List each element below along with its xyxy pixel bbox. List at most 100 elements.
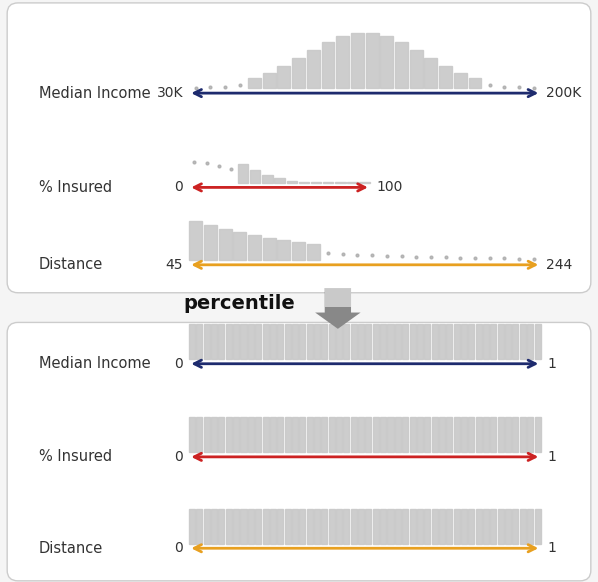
Bar <box>439 417 445 452</box>
Bar <box>483 509 489 544</box>
Bar <box>277 66 291 88</box>
Bar <box>483 324 489 359</box>
Bar <box>226 417 232 452</box>
Bar <box>204 324 210 359</box>
Bar <box>233 324 239 359</box>
FancyBboxPatch shape <box>7 3 591 293</box>
Bar <box>527 509 533 544</box>
Text: % Insured: % Insured <box>39 180 112 195</box>
Bar <box>314 324 320 359</box>
Bar <box>468 417 474 452</box>
Text: 1: 1 <box>547 357 556 371</box>
Bar <box>299 324 306 359</box>
Bar <box>255 324 261 359</box>
Bar <box>454 417 460 452</box>
Bar <box>432 509 438 544</box>
Bar <box>424 417 431 452</box>
Bar <box>535 509 541 544</box>
Bar <box>233 232 246 260</box>
Bar <box>388 509 393 544</box>
Bar <box>461 509 467 544</box>
Bar <box>388 417 393 452</box>
Bar <box>380 36 393 88</box>
Bar <box>358 324 364 359</box>
Bar <box>365 324 371 359</box>
Bar <box>250 170 260 183</box>
Bar <box>395 417 401 452</box>
Bar <box>395 324 401 359</box>
Bar <box>520 324 526 359</box>
Bar <box>498 417 504 452</box>
Bar <box>439 66 452 88</box>
Bar <box>417 417 423 452</box>
Bar <box>262 175 273 183</box>
Bar <box>211 417 217 452</box>
Bar <box>270 509 276 544</box>
Text: 0: 0 <box>173 357 182 371</box>
Bar <box>336 324 342 359</box>
Bar <box>248 235 261 260</box>
Bar <box>461 417 467 452</box>
Bar <box>505 509 511 544</box>
Bar <box>366 33 379 88</box>
Bar <box>424 509 431 544</box>
Bar <box>299 182 309 183</box>
Bar <box>446 509 452 544</box>
Bar <box>424 324 431 359</box>
Bar <box>380 324 386 359</box>
Bar <box>226 509 232 544</box>
Bar <box>299 417 306 452</box>
Bar <box>410 324 416 359</box>
Text: 45: 45 <box>166 258 183 272</box>
Bar <box>475 417 482 452</box>
Bar <box>307 509 313 544</box>
Text: 30K: 30K <box>157 86 183 100</box>
Bar <box>402 509 408 544</box>
Bar <box>359 182 370 183</box>
Bar <box>263 238 276 260</box>
Bar <box>505 417 511 452</box>
Bar <box>446 324 452 359</box>
Bar <box>512 417 518 452</box>
Bar <box>520 417 526 452</box>
Bar <box>321 324 327 359</box>
Bar <box>274 179 285 183</box>
Bar <box>204 417 210 452</box>
Text: 1: 1 <box>547 450 556 464</box>
Bar <box>189 221 202 260</box>
Bar <box>512 324 518 359</box>
Bar <box>307 417 313 452</box>
Bar <box>365 417 371 452</box>
Bar <box>255 417 261 452</box>
Bar <box>204 509 210 544</box>
Bar <box>351 509 357 544</box>
Bar <box>439 324 445 359</box>
Bar <box>432 417 438 452</box>
Bar <box>439 509 445 544</box>
Bar <box>263 509 269 544</box>
Text: % Insured: % Insured <box>39 449 112 464</box>
Bar <box>410 49 423 88</box>
Bar <box>343 509 349 544</box>
Bar <box>277 240 291 260</box>
Bar <box>373 509 379 544</box>
Bar <box>454 324 460 359</box>
Bar <box>307 49 320 88</box>
Bar <box>189 509 195 544</box>
Bar <box>255 509 261 544</box>
Bar <box>347 182 358 183</box>
Bar <box>277 417 283 452</box>
Bar <box>468 509 474 544</box>
Bar <box>196 324 202 359</box>
Bar <box>196 417 202 452</box>
Bar <box>277 509 283 544</box>
Bar <box>512 509 518 544</box>
Bar <box>233 417 239 452</box>
Bar <box>483 417 489 452</box>
Text: Median Income: Median Income <box>39 356 151 371</box>
Bar <box>351 33 364 88</box>
Bar <box>219 229 231 260</box>
Bar <box>329 509 335 544</box>
Bar <box>475 324 482 359</box>
Bar <box>490 417 496 452</box>
